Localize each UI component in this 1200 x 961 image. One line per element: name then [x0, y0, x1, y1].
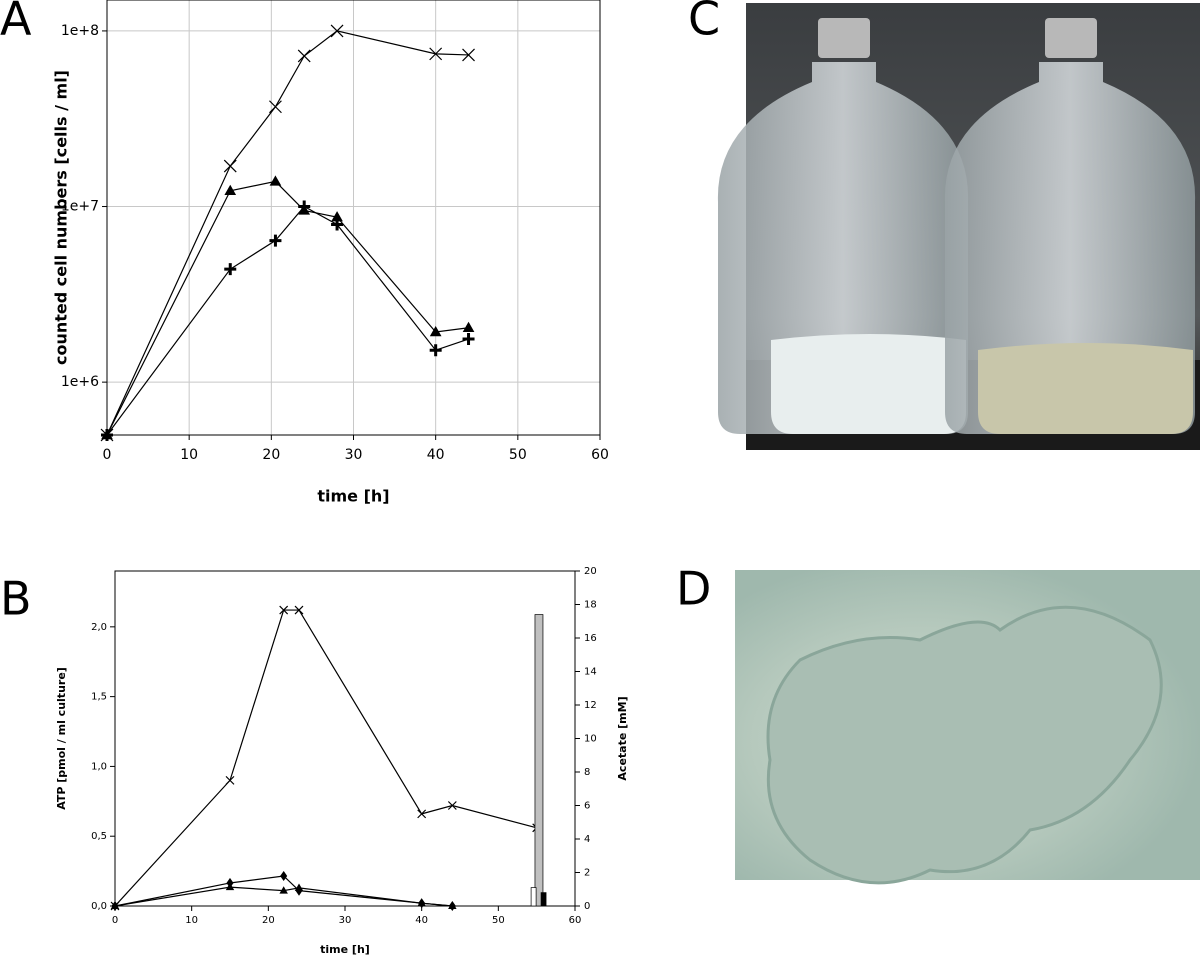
x-tick-label: 40: [427, 447, 445, 463]
y-tick-label: 1e+8: [61, 23, 99, 39]
x-tick-label: 50: [492, 915, 505, 926]
y2-tick-label: 10: [584, 734, 597, 745]
y2-tick-label: 0: [584, 901, 590, 912]
data-point: [279, 605, 289, 615]
y-tick-label: 0,0: [91, 901, 107, 912]
x-tick-label: 20: [262, 915, 275, 926]
series-line: [114, 886, 453, 907]
data-point: [279, 886, 288, 894]
y-axis-label: ATP [pmol / ml culture]: [55, 667, 68, 810]
x-tick-label: 60: [591, 447, 609, 463]
photo-bottles: [717, 3, 1200, 450]
plot-frame: [106, 0, 601, 436]
y2-tick-label: 6: [584, 801, 590, 812]
data-point: [101, 429, 113, 441]
data-point: [429, 325, 442, 337]
y2-tick-label: 12: [584, 700, 597, 711]
y2-tick-label: 2: [584, 868, 590, 879]
x-tick-label: 10: [185, 915, 198, 926]
data-point: [294, 883, 304, 891]
y-tick-label: 1,5: [91, 692, 107, 703]
y-tick-label: 1e+6: [61, 374, 99, 390]
y-tick-label: 1e+7: [61, 199, 99, 215]
data-point: [331, 218, 344, 231]
x-axis-label: time [h]: [320, 943, 370, 956]
data-point: [448, 901, 457, 909]
y2-axis-label: Acetate [mM]: [616, 696, 629, 780]
x-tick-label: 0: [112, 915, 118, 926]
x-tick-label: 50: [509, 447, 527, 463]
bar: [530, 887, 537, 907]
y2-tick-label: 4: [584, 834, 590, 845]
data-point: [294, 605, 304, 615]
x-tick-label: 30: [345, 447, 363, 463]
data-point: [298, 200, 311, 213]
x-tick-label: 10: [180, 447, 198, 463]
bar: [534, 614, 544, 907]
series-line: [114, 609, 537, 907]
bar: [540, 892, 547, 907]
data-point: [462, 333, 475, 346]
data-point: [447, 801, 457, 810]
data-point: [269, 234, 282, 247]
panel-label: C: [688, 0, 720, 46]
data-point: [225, 882, 235, 891]
x-tick-label: 0: [103, 447, 112, 463]
data-point: [462, 321, 475, 332]
y2-tick-label: 18: [584, 600, 597, 611]
data-point: [417, 809, 427, 819]
data-point: [110, 901, 120, 909]
plot-frame: [114, 570, 576, 907]
x-tick-label: 60: [569, 915, 582, 926]
panel-label: D: [676, 562, 711, 616]
y-tick-label: 0,5: [91, 831, 107, 842]
data-point: [269, 175, 282, 186]
y2-tick-label: 20: [584, 566, 597, 577]
y2-tick-label: 16: [584, 633, 597, 644]
data-point: [225, 775, 235, 785]
y-tick-label: 2,0: [91, 622, 107, 633]
data-point: [224, 263, 237, 276]
series-line: [106, 180, 469, 436]
data-point: [269, 100, 282, 114]
series-line: [106, 205, 469, 436]
y-tick-label: 1,0: [91, 761, 107, 772]
data-point: [417, 898, 426, 907]
x-tick-label: 30: [339, 915, 352, 926]
data-point: [429, 47, 443, 61]
x-tick-label: 40: [415, 915, 428, 926]
x-tick-label: 20: [262, 447, 280, 463]
data-point: [462, 48, 475, 62]
series-line: [106, 30, 469, 436]
data-point: [223, 159, 237, 173]
y2-tick-label: 14: [584, 667, 597, 678]
y-axis-label: counted cell numbers [cells / ml]: [52, 70, 71, 365]
data-point: [297, 49, 311, 63]
x-axis-label: time [h]: [317, 487, 389, 506]
panel-label: B: [0, 572, 32, 626]
photo-micrograph: [735, 570, 1200, 885]
data-point: [429, 344, 442, 357]
panel-label: A: [0, 0, 32, 46]
data-point: [280, 870, 288, 882]
data-point: [224, 184, 237, 195]
y2-tick-label: 8: [584, 767, 590, 778]
data-point: [330, 24, 344, 38]
